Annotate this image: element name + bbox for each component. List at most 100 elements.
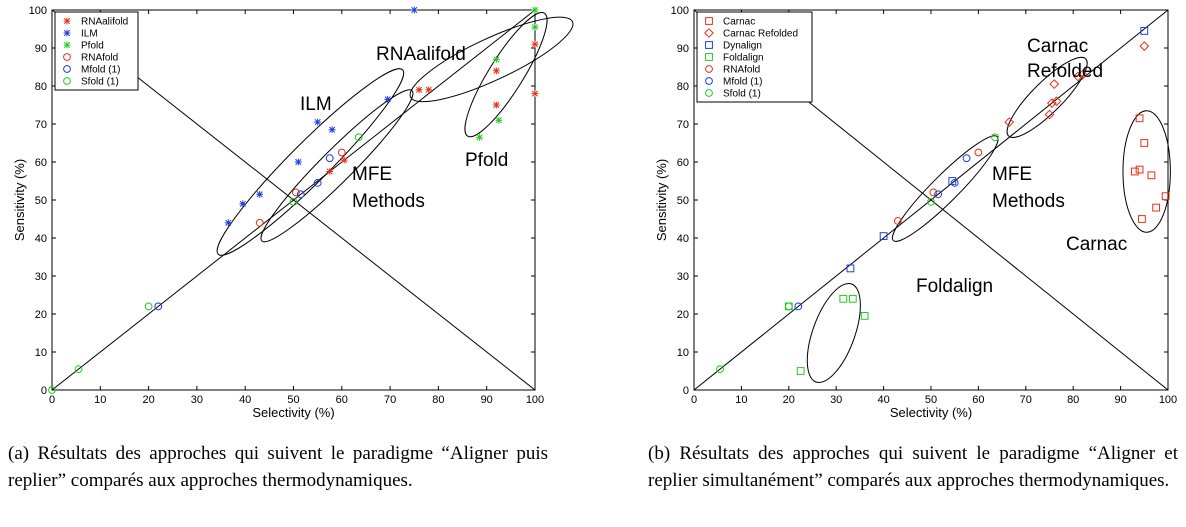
data-point <box>860 312 869 320</box>
cluster-ellipse <box>1122 110 1171 233</box>
legend-marker <box>63 65 71 73</box>
data-point <box>425 86 433 94</box>
data-point <box>531 23 539 31</box>
scatter-chart-b: 0 10 20 30 40 50 60 70 80 90 100 0 10 20 30 40 50 60 70 80 9… <box>654 5 1177 420</box>
x-tick-label: 0 <box>691 394 697 406</box>
annotation-label: Foldalign <box>916 276 993 297</box>
legend-box <box>696 11 813 103</box>
data-point <box>531 90 539 97</box>
annotation-label: Methods <box>352 191 425 212</box>
legend-marker <box>63 41 71 49</box>
data-point <box>879 232 888 240</box>
data-point <box>314 118 322 126</box>
legend-entry: Pfold <box>81 41 104 52</box>
legend-entry: Mfold (1) <box>723 77 762 88</box>
x-tick-label: 70 <box>1020 394 1032 406</box>
series-mfold-1- <box>794 154 971 311</box>
x-tick-label: 90 <box>1114 394 1126 406</box>
y-tick-label: 30 <box>35 271 47 283</box>
y-tick-label: 20 <box>35 309 47 321</box>
data-point <box>495 116 503 124</box>
annotation-label: Pfold <box>465 150 508 171</box>
data-point <box>794 302 803 311</box>
legend-entry: Sfold (1) <box>723 89 761 100</box>
x-tick-label: 60 <box>336 394 348 406</box>
series-carnac-refolded <box>1004 41 1150 128</box>
data-point <box>846 264 855 273</box>
data-point <box>1139 41 1150 52</box>
data-point <box>313 179 322 187</box>
y-tick-label: 50 <box>677 195 689 207</box>
x-tick-label: 50 <box>925 394 937 406</box>
data-point <box>337 148 346 157</box>
data-point <box>531 6 539 14</box>
data-point <box>927 198 935 206</box>
legend-marker <box>705 77 713 85</box>
series-rnafold <box>255 148 346 227</box>
x-tick-label: 50 <box>287 394 299 406</box>
data-point <box>796 367 805 375</box>
y-tick-label: 100 <box>29 5 47 17</box>
legend-entry: ILM <box>81 29 98 40</box>
legend-box <box>54 11 139 91</box>
data-point <box>531 40 539 48</box>
data-point <box>410 6 418 14</box>
cluster-ellipse <box>1006 56 1088 138</box>
data-point <box>384 95 392 103</box>
data-point <box>256 190 264 198</box>
x-tick-label: 40 <box>239 394 251 406</box>
data-point <box>154 302 163 311</box>
y-axis-label: Sensitivity (%) <box>654 159 669 241</box>
series-carnac <box>1130 114 1170 223</box>
data-point <box>948 177 957 185</box>
legend-entry: Dynalign <box>723 41 762 52</box>
series-mfold-1- <box>154 154 334 311</box>
y-tick-label: 10 <box>677 347 689 359</box>
x-tick-label: 80 <box>432 394 444 406</box>
legend-marker <box>63 17 71 25</box>
series-sfold-1- <box>716 133 999 374</box>
legend-entry: RNAfold <box>81 53 118 64</box>
x-tick-label: 80 <box>1067 394 1079 406</box>
legend-entry: Sfold (1) <box>81 77 119 88</box>
data-point <box>354 133 363 142</box>
data-point <box>1130 167 1139 176</box>
series-sfold-1- <box>48 133 363 394</box>
y-tick-label: 50 <box>35 195 47 207</box>
data-point <box>716 365 724 374</box>
annotation-label: ILM <box>300 94 332 115</box>
scatter-chart-a: 0 10 20 30 40 50 60 70 80 90 100 0 10 20 30 40 50 60 70 80 9… <box>12 5 574 420</box>
data-point <box>1140 27 1149 35</box>
caption-a: (a) Résultats des approches qui suivent … <box>8 443 548 491</box>
x-tick-label: 70 <box>384 394 396 406</box>
series-rnaalifold <box>326 40 539 175</box>
data-point <box>326 168 334 175</box>
x-tick-label: 30 <box>830 394 842 406</box>
chart-panel-b: 0 10 20 30 40 50 60 70 80 90 100 0 10 20 30 40 50 60 70 80 9… <box>640 0 1186 527</box>
data-point <box>415 86 423 94</box>
data-point <box>224 219 232 227</box>
cluster-ellipse <box>806 282 861 384</box>
x-tick-label: 30 <box>191 394 203 406</box>
annotation-label: Carnac <box>1027 36 1088 57</box>
y-tick-label: 40 <box>35 233 47 245</box>
series-dynalign <box>846 27 1149 273</box>
data-point <box>255 218 264 227</box>
legend-marker <box>705 17 713 25</box>
data-point <box>991 133 999 142</box>
caption-b: (b) Résultats des approches qui suivent … <box>648 443 1178 491</box>
data-point <box>294 158 302 166</box>
cluster-ellipse <box>216 68 405 256</box>
legend-marker <box>704 28 714 38</box>
data-point <box>839 294 848 303</box>
data-point <box>289 198 298 206</box>
data-point <box>1046 98 1057 109</box>
y-tick-label: 0 <box>683 385 689 397</box>
legend-entry: Carnac <box>723 17 755 28</box>
legend-marker <box>63 77 71 85</box>
annotation-label: RNAalifold <box>376 44 466 65</box>
data-point <box>476 133 483 141</box>
annotation-label: MFE <box>352 164 392 185</box>
